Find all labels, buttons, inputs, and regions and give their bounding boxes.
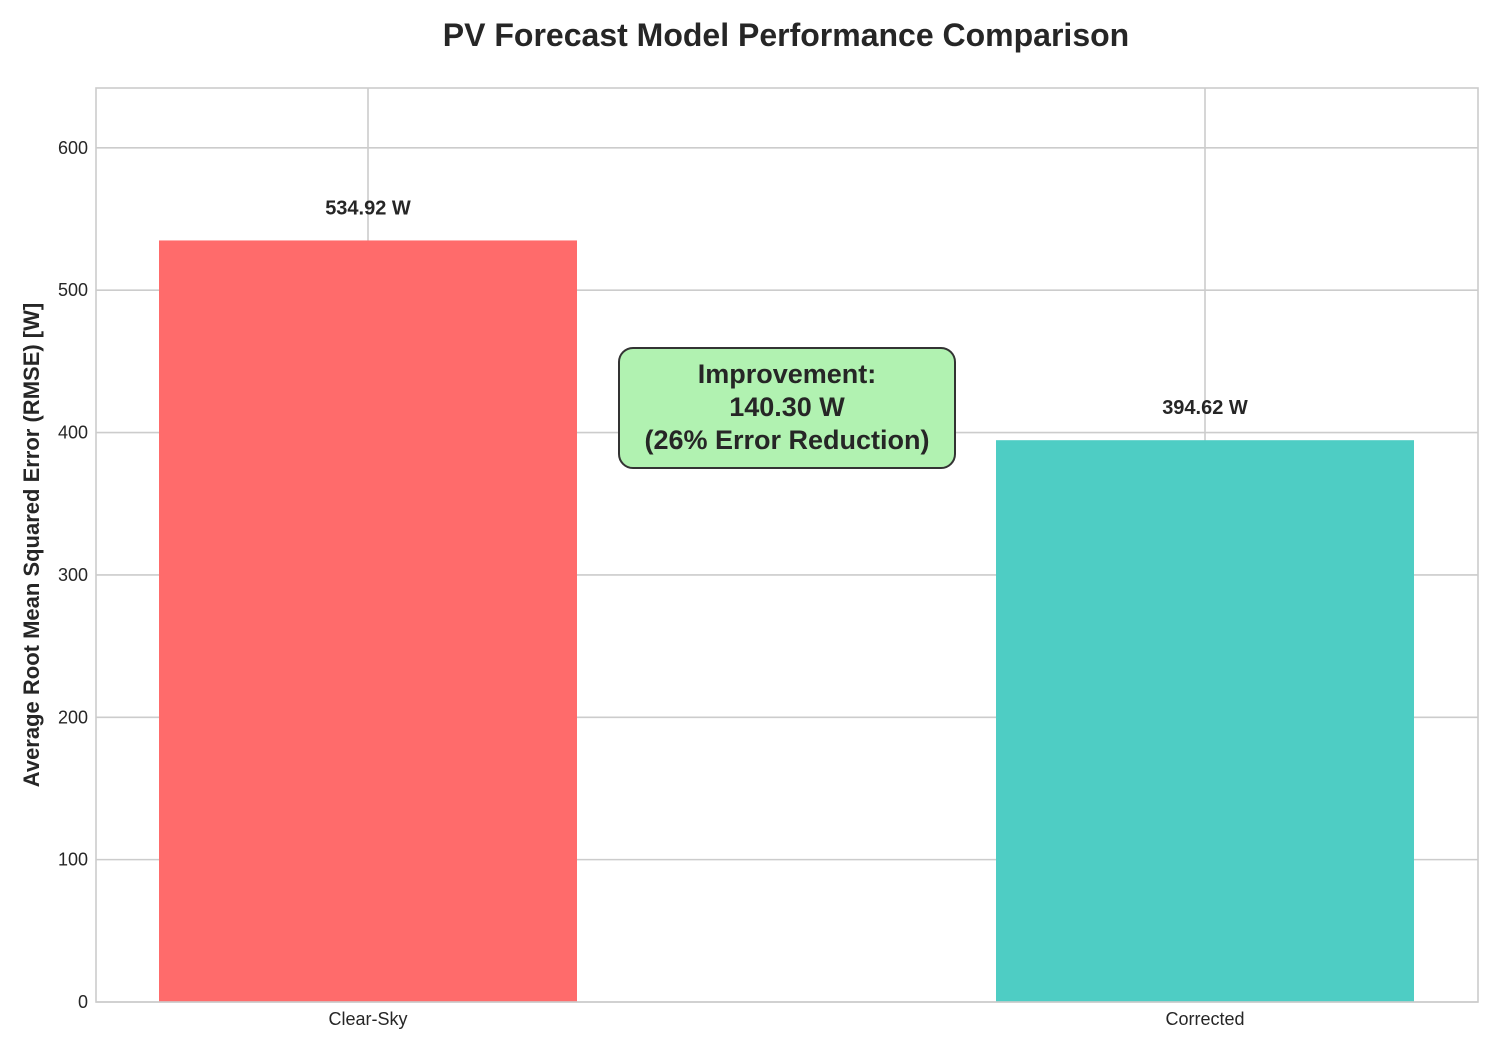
annotation-box — [618, 347, 956, 469]
annotation-line-improvement: Improvement: — [698, 359, 877, 389]
chart-title: PV Forecast Model Performance Comparison — [443, 17, 1129, 53]
value-label: 534.92 W — [325, 197, 411, 219]
bar-clear-sky — [159, 240, 577, 1003]
y-tick-label: 600 — [58, 138, 88, 158]
y-tick-label: 500 — [58, 280, 88, 300]
y-tick-label: 200 — [58, 707, 88, 727]
x-tick-label: Corrected — [1165, 1009, 1244, 1029]
value-label: 394.62 W — [1162, 397, 1248, 419]
annotation-line-amount: 140.30 W — [729, 392, 845, 422]
value-labels: 534.92 W 394.62 W — [325, 197, 1248, 419]
annotation-line-reduction: (26% Error Reduction) — [644, 425, 929, 455]
axis-ticks: 0 100 200 300 400 500 600 Clear-Sky Corrected — [58, 138, 1245, 1029]
y-tick-label: 100 — [58, 850, 88, 870]
y-tick-label: 400 — [58, 423, 88, 443]
plot-frame — [95, 87, 1479, 1003]
y-tick-label: 300 — [58, 565, 88, 585]
y-tick-label: 0 — [78, 992, 88, 1012]
improvement-annotation: Improvement: 140.30 W (26% Error Reducti… — [618, 347, 956, 469]
y-axis-label: Average Root Mean Squared Error (RMSE) [… — [19, 303, 44, 787]
x-tick-label: Clear-Sky — [328, 1009, 407, 1029]
bars — [159, 240, 1414, 1003]
bar-corrected — [996, 440, 1414, 1002]
